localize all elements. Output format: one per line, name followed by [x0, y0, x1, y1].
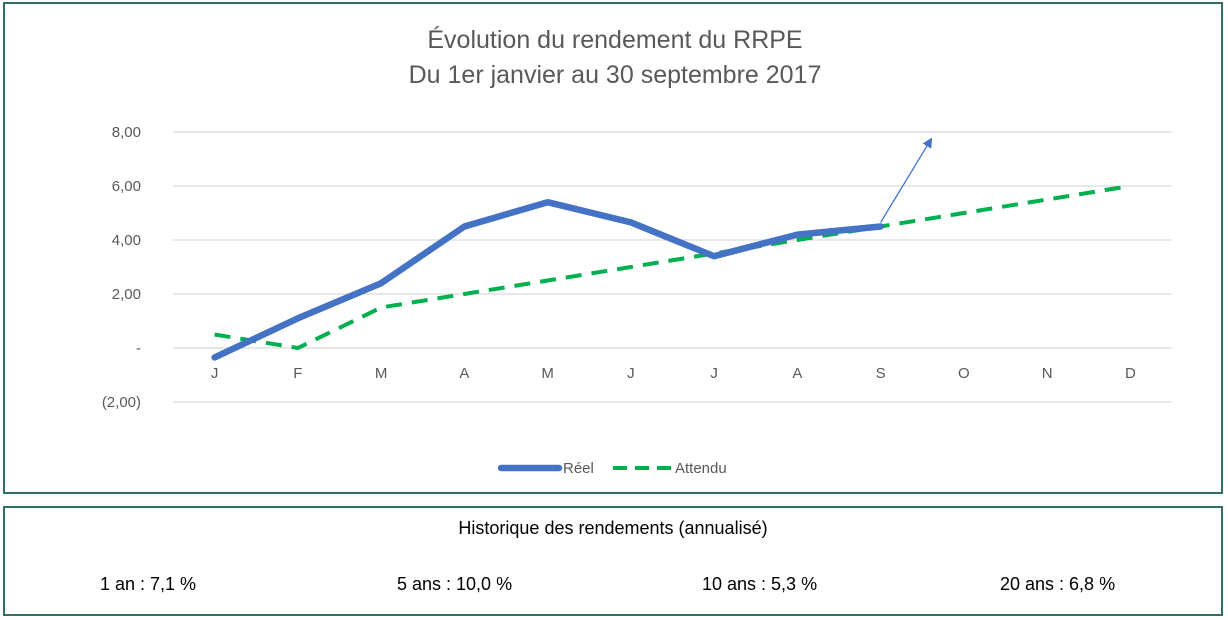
y-tick-label: 8,00 — [112, 124, 141, 141]
history-item-20ans: 20 ans : 6,8 % — [1000, 574, 1116, 594]
x-tick-label: J — [710, 365, 718, 382]
x-tick-label: F — [293, 365, 302, 382]
x-tick-label: O — [958, 365, 970, 382]
y-tick-label: (2,00) — [102, 394, 141, 411]
x-tick-label: D — [1125, 365, 1136, 382]
history-item-1an: 1 an : 7,1 % — [100, 574, 197, 594]
x-tick-label: M — [375, 365, 388, 382]
x-tick-label: J — [211, 365, 219, 382]
x-tick-label: N — [1042, 365, 1053, 382]
legend-label-2: Attendu — [675, 460, 727, 477]
series-line-attendu — [214, 184, 1131, 350]
y-tick-label: 4,00 — [112, 232, 141, 249]
x-tick-label: M — [541, 365, 554, 382]
history-title: Historique des rendements (annualisé) — [458, 518, 768, 538]
history-panel: Historique des rendements (annualisé) 1 … — [3, 506, 1223, 616]
series-line-rel — [211, 198, 884, 361]
history-item-10ans: 10 ans : 5,3 % — [702, 574, 818, 594]
chart-title-line-2: Du 1er janvier au 30 septembre 2017 — [409, 61, 822, 89]
x-tick-label: A — [459, 365, 469, 382]
chart-panel: Évolution du rendement du RRPE Du 1er jan… — [3, 2, 1223, 494]
history-item-5ans: 5 ans : 10,0 % — [397, 574, 513, 594]
x-tick-label: S — [876, 365, 886, 382]
x-tick-label: J — [627, 365, 635, 382]
trend-arrow — [880, 137, 933, 223]
x-tick-label: A — [792, 365, 802, 382]
y-tick-label: 2,00 — [112, 286, 141, 303]
line-chart: Évolution du rendement du RRPE Du 1er jan… — [102, 25, 1172, 477]
legend-label-1: Réel — [563, 460, 594, 477]
chart-title-line-1: Évolution du rendement du RRPE — [427, 25, 802, 54]
y-tick-label: 6,00 — [112, 178, 141, 195]
y-tick-label: - — [136, 340, 141, 357]
